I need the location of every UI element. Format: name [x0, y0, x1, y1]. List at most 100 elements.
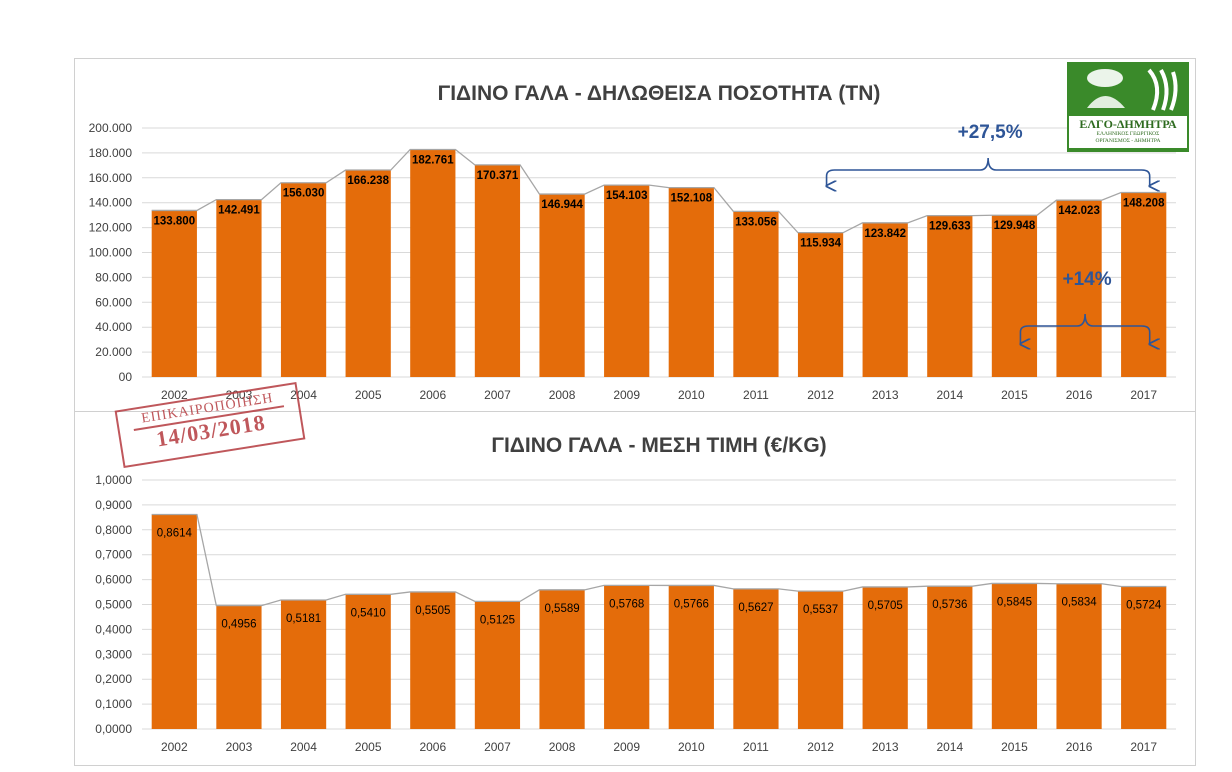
data-label-2017: 148.208 [1123, 197, 1165, 209]
data-label-2004: 156.030 [283, 188, 325, 200]
x-tick-label-2005: 2005 [355, 740, 382, 754]
logo-subtitle-1: ΕΛΛΗΝΙΚΟΣ ΓΕΩΡΓΙΚΟΣ [1096, 131, 1160, 137]
y-tick-label-1: 200.000 [89, 121, 133, 135]
y-tick-label-1: 160.000 [89, 171, 133, 185]
data-label-2007: 170.371 [477, 170, 519, 182]
bar-2007 [474, 164, 521, 377]
x-tick-label-2015: 2015 [1001, 740, 1028, 754]
x-tick-label-2013: 2013 [872, 388, 899, 402]
x-tick-label-2005: 2005 [355, 388, 382, 402]
data-label-2014: 129.633 [929, 221, 971, 233]
y-tick-label-1: 20.000 [95, 345, 132, 359]
data-label-2015: 129.948 [994, 220, 1036, 232]
data-label-2006: 182.761 [412, 154, 454, 166]
x-tick-label-2009: 2009 [613, 740, 640, 754]
annotation-label-1: +27,5% [958, 122, 1023, 143]
y-tick-label-2: 1,0000 [95, 473, 132, 487]
x-tick-label-2003: 2003 [226, 388, 253, 402]
data-label-2011: 0,5627 [738, 602, 773, 614]
x-tick-label-2008: 2008 [549, 388, 576, 402]
trend-line-2 [151, 513, 1167, 607]
y-tick-label-1: 120.000 [89, 221, 133, 235]
bar-2010 [668, 187, 714, 377]
x-tick-label-2014: 2014 [936, 740, 963, 754]
x-tick-label-2011: 2011 [743, 388, 769, 402]
x-tick-label-2004: 2004 [290, 740, 317, 754]
data-label-2005: 166.238 [347, 175, 389, 187]
data-label-2003: 142.491 [218, 205, 260, 217]
data-label-2013: 0,5705 [868, 600, 903, 612]
data-label-2015: 0,5845 [997, 596, 1032, 608]
bar-2015 [991, 215, 1038, 377]
data-label-2014: 0,5736 [932, 599, 967, 611]
bar-2003 [216, 199, 262, 377]
y-tick-label-1: 00 [119, 370, 133, 384]
annotation-brace-1 [827, 157, 1150, 186]
bar-2004 [280, 182, 327, 377]
bar-2014 [927, 586, 973, 729]
y-tick-label-2: 0,3000 [95, 647, 132, 661]
trend-line-1 [151, 148, 1167, 234]
bar-2008 [539, 589, 585, 729]
x-tick-label-2006: 2006 [419, 388, 446, 402]
x-tick-label-2010: 2010 [678, 388, 705, 402]
data-label-2016: 0,5834 [1061, 597, 1097, 609]
y-tick-label-2: 0,7000 [95, 548, 132, 562]
bar-2007 [474, 601, 521, 729]
y-tick-label-2: 0,1000 [95, 697, 132, 711]
x-tick-label-2009: 2009 [613, 388, 640, 402]
bar-2017 [1121, 192, 1167, 377]
bar-2003 [216, 605, 262, 729]
data-label-2004: 0,5181 [286, 613, 321, 625]
bar-2009 [604, 585, 650, 729]
x-tick-label-2011: 2011 [743, 740, 769, 754]
x-tick-label-2004: 2004 [290, 388, 317, 402]
x-tick-label-2017: 2017 [1130, 388, 1157, 402]
data-label-2003: 0,4956 [221, 619, 256, 631]
chart-title-1: ΓΙΔΙΝΟ ΓΑΛΑ - ΔΗΛΩΘΕΙΣΑ ΠΟΣΟΤΗΤΑ (ΤΝ) [438, 82, 881, 105]
data-label-2012: 115.934 [800, 238, 842, 250]
data-label-2016: 142.023 [1058, 205, 1100, 217]
elgo-dimitra-logo: ΕΛΓΟ-ΔΗΜΗΤΡΑ ΕΛΛΗΝΙΚΟΣ ΓΕΩΡΓΙΚΟΣ ΟΡΓΑΝΙΣ… [1067, 62, 1189, 152]
data-label-2012: 0,5537 [803, 604, 838, 616]
x-tick-label-2012: 2012 [807, 740, 834, 754]
x-tick-label-2002: 2002 [161, 388, 188, 402]
y-tick-label-2: 0,2000 [95, 672, 132, 686]
bar-2011 [733, 588, 779, 729]
bar-2012 [797, 232, 844, 377]
bar-2016 [1056, 583, 1102, 729]
chart-divider [74, 411, 1195, 412]
x-tick-label-2002: 2002 [161, 740, 188, 754]
y-tick-label-1: 60.000 [95, 295, 132, 309]
x-tick-label-2003: 2003 [226, 740, 253, 754]
bar-2013 [862, 586, 908, 729]
data-label-2009: 154.103 [606, 190, 648, 202]
y-tick-label-1: 140.000 [89, 196, 133, 210]
logo-subtitle-2: ΟΡΓΑΝΙΣΜΟΣ - ΔΗΜΗΤΡΑ [1095, 138, 1161, 144]
data-label-2002: 0,8614 [157, 528, 193, 540]
data-label-2007: 0,5125 [480, 614, 515, 626]
x-tick-label-2016: 2016 [1066, 740, 1093, 754]
data-label-2009: 0,5768 [609, 598, 644, 610]
bar-2005 [345, 170, 391, 377]
data-label-2008: 146.944 [541, 199, 583, 211]
x-tick-label-2010: 2010 [678, 740, 705, 754]
bar-2014 [927, 215, 973, 377]
x-tick-label-2015: 2015 [1001, 388, 1028, 402]
bar-2004 [280, 599, 327, 729]
logo-text-box: ΕΛΓΟ-ΔΗΜΗΤΡΑ ΕΛΛΗΝΙΚΟΣ ΓΕΩΡΓΙΚΟΣ ΟΡΓΑΝΙΣ… [1067, 114, 1189, 150]
bar-2006 [410, 591, 456, 729]
data-label-2017: 0,5724 [1126, 599, 1162, 611]
bar-2009 [604, 185, 650, 377]
data-label-2006: 0,5505 [415, 605, 450, 617]
x-tick-label-2013: 2013 [872, 740, 899, 754]
y-tick-label-1: 80.000 [95, 270, 132, 284]
bar-2015 [991, 583, 1038, 729]
y-tick-label-2: 0,9000 [95, 498, 132, 512]
data-label-2011: 133.056 [735, 216, 777, 228]
bar-2002 [151, 210, 197, 377]
bar-2011 [733, 211, 779, 377]
bar-2005 [345, 594, 391, 729]
y-tick-label-2: 0,5000 [95, 598, 132, 612]
